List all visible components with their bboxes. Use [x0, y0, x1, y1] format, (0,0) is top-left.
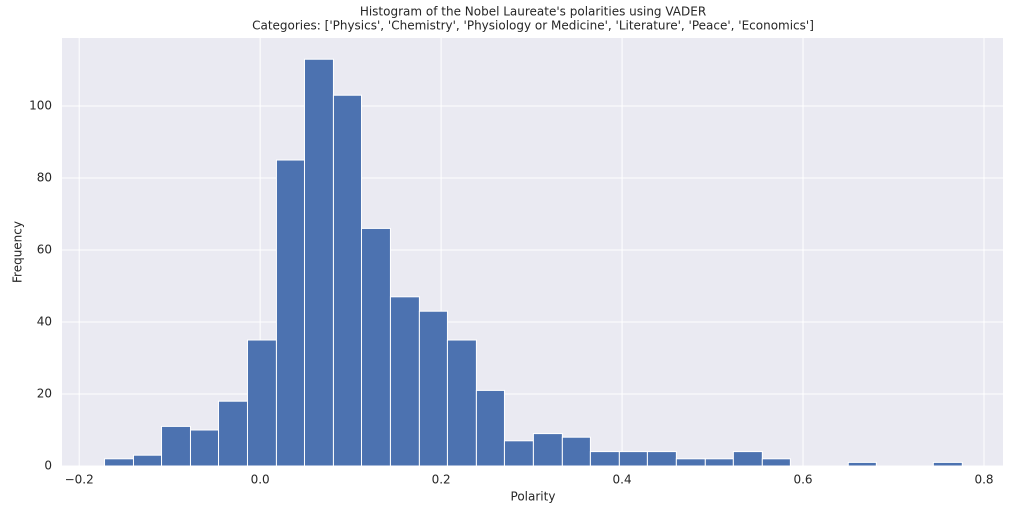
bar: [932, 461, 963, 467]
bar: [275, 159, 305, 467]
bar: [847, 461, 877, 467]
x-axis-label: Polarity: [511, 490, 556, 504]
bar: [475, 389, 505, 467]
y-tick-label: 40: [37, 315, 52, 329]
bar: [503, 440, 534, 467]
bar: [360, 227, 391, 467]
bar: [561, 436, 591, 467]
bar: [704, 458, 734, 467]
bar: [761, 458, 791, 467]
bar: [618, 451, 648, 467]
x-tick-label: 0.8: [974, 473, 993, 487]
bar: [161, 425, 191, 467]
y-tick-label: 0: [44, 459, 52, 473]
y-tick-label: 80: [37, 171, 52, 185]
bar: [132, 454, 163, 467]
plot-area: [62, 38, 1003, 466]
chart-title: Histogram of the Nobel Laureate's polari…: [360, 5, 706, 19]
bar: [189, 429, 220, 467]
bar: [532, 433, 563, 467]
bar: [418, 310, 448, 467]
bar: [104, 458, 134, 467]
x-tick-label: 0.2: [432, 473, 451, 487]
bar: [589, 451, 620, 467]
chart-subtitle: Categories: ['Physics', 'Chemistry', 'Ph…: [252, 19, 814, 33]
x-tick-label: −0.2: [65, 473, 94, 487]
bar: [732, 451, 763, 467]
x-tick-label: 0.0: [251, 473, 270, 487]
bar: [675, 458, 706, 467]
bar: [303, 58, 334, 467]
bar: [332, 94, 362, 467]
bar: [446, 339, 477, 467]
bar: [389, 296, 420, 467]
y-axis-label: Frequency: [11, 221, 25, 283]
x-tick-label: 0.6: [793, 473, 812, 487]
y-tick-label: 20: [37, 387, 52, 401]
x-tick-label: 0.4: [613, 473, 632, 487]
y-tick-label: 60: [37, 243, 52, 257]
bar: [246, 339, 277, 467]
y-tick-label: 100: [29, 99, 52, 113]
bar: [646, 451, 677, 467]
bar: [218, 400, 248, 467]
